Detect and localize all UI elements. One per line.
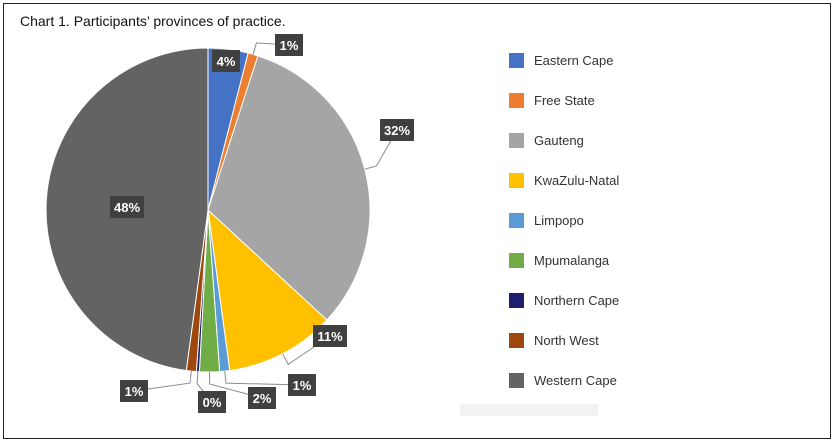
legend-swatch <box>509 132 524 148</box>
legend-item: Eastern Cape <box>509 40 749 80</box>
data-label-box <box>248 387 276 409</box>
legend-swatch <box>509 372 524 388</box>
legend-swatch <box>509 332 524 348</box>
leader-line <box>133 371 192 392</box>
legend-swatch <box>509 292 524 308</box>
legend-swatch <box>509 52 524 68</box>
legend-label: Free State <box>534 92 595 108</box>
data-label: 1% <box>280 38 299 53</box>
legend-swatch <box>509 252 524 268</box>
data-label-box <box>288 374 316 396</box>
legend-label: KwaZulu-Natal <box>534 172 620 188</box>
legend-swatch <box>509 212 524 228</box>
data-labels: 4% 1% 32% 11% 1% 2% 0% 1% 48% <box>110 34 414 413</box>
chart-title: Chart 1. Participants’ provinces of prac… <box>20 13 286 29</box>
data-label-box <box>275 34 303 56</box>
legend-item: Western Cape <box>509 360 749 400</box>
leader-line <box>209 371 263 399</box>
legend-item: KwaZulu-Natal <box>509 160 749 200</box>
data-label: 48% <box>114 200 140 215</box>
legend-label: Eastern Cape <box>534 52 614 68</box>
legend-item: Northern Cape <box>509 280 749 320</box>
data-label-box <box>212 50 240 72</box>
pie-slice-gauteng <box>207 55 371 321</box>
pie-slice-kwazulu-natal <box>207 208 328 372</box>
data-label-box <box>198 391 226 413</box>
legend-strip <box>460 404 598 416</box>
data-label: 1% <box>125 384 144 399</box>
pie-slices <box>45 47 371 373</box>
data-label: 4% <box>217 54 236 69</box>
legend: Eastern Cape Free State Gauteng KwaZulu-Nat… <box>509 40 749 400</box>
legend-label: Gauteng <box>534 132 584 148</box>
leader-line <box>364 129 398 170</box>
legend-label: North West <box>534 332 599 348</box>
data-label: 1% <box>293 378 312 393</box>
data-label-box <box>313 325 347 347</box>
legend-swatch <box>509 172 524 188</box>
legend-item: Free State <box>509 80 749 120</box>
data-label-box <box>120 380 148 402</box>
legend-item: North West <box>509 320 749 360</box>
legend-label: Northern Cape <box>534 292 620 308</box>
legend-label: Limpopo <box>534 212 584 228</box>
legend-swatch <box>509 92 524 108</box>
data-label: 0% <box>203 395 222 410</box>
data-label: 32% <box>384 123 410 138</box>
legend-item: Limpopo <box>509 200 749 240</box>
legend-label: Mpumalanga <box>534 252 610 268</box>
data-label-box <box>380 119 414 141</box>
legend-item: Gauteng <box>509 120 749 160</box>
data-label: 11% <box>317 329 343 344</box>
data-label: 2% <box>253 391 272 406</box>
leader-line <box>224 371 303 386</box>
data-label-box <box>110 196 144 218</box>
legend-label: Western Cape <box>534 372 617 388</box>
legend-item: Mpumalanga <box>509 240 749 280</box>
